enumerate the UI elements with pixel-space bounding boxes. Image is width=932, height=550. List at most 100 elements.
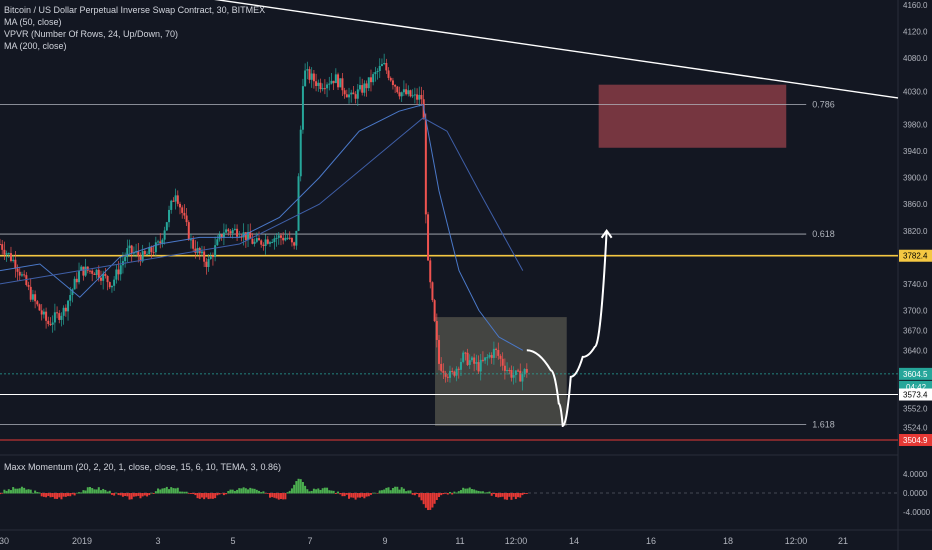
- candle-body: [218, 234, 221, 240]
- candle-body: [444, 372, 447, 377]
- candle-body: [488, 355, 491, 358]
- candle-body: [383, 62, 386, 65]
- value-zone-box[interactable]: [435, 317, 567, 426]
- price-axis-label: 3524.0: [903, 423, 928, 432]
- indicator-axis-label: -4.0000: [903, 508, 931, 517]
- momentum-bar: [45, 493, 48, 498]
- candle-body: [466, 352, 469, 365]
- momentum-bar: [271, 493, 274, 498]
- momentum-bar: [334, 493, 337, 494]
- candle-body: [385, 62, 388, 71]
- price-axis-label: 3640.0: [903, 346, 928, 355]
- momentum-bar: [194, 493, 197, 496]
- momentum-bar: [475, 490, 478, 494]
- momentum-bar: [82, 490, 85, 494]
- momentum-bar: [429, 493, 432, 510]
- candle-body: [200, 251, 203, 254]
- candle-body: [117, 269, 120, 275]
- candle-body: [288, 237, 291, 239]
- candle-body: [490, 355, 493, 358]
- candle-body: [181, 207, 184, 213]
- study-ma200[interactable]: MA (200, close): [4, 41, 67, 51]
- indicator-label[interactable]: Maxx Momentum (20, 2, 20, 1, close, clos…: [4, 462, 281, 472]
- momentum-bar: [31, 492, 34, 494]
- candle-body: [499, 355, 502, 359]
- candle-body: [330, 80, 333, 84]
- target-zone-box[interactable]: [598, 84, 787, 148]
- momentum-bar: [20, 486, 23, 494]
- momentum-bar: [225, 493, 228, 495]
- momentum-bar: [78, 492, 81, 494]
- momentum-bar: [352, 493, 355, 498]
- momentum-bar: [499, 493, 502, 498]
- candle-body: [64, 307, 67, 312]
- ma200-line[interactable]: [0, 117, 524, 285]
- candle-body: [69, 295, 72, 301]
- candle-body: [178, 203, 181, 208]
- candle-body: [339, 78, 342, 88]
- projection-path[interactable]: [526, 230, 608, 427]
- momentum-bar: [304, 485, 307, 494]
- momentum-bar: [14, 488, 17, 494]
- candle-body: [91, 270, 94, 274]
- price-axis-label: 4160.0: [903, 1, 928, 10]
- candle-body: [23, 274, 26, 276]
- study-ma50[interactable]: MA (50, close): [4, 17, 62, 27]
- candle-body: [93, 273, 96, 275]
- momentum-bar: [473, 489, 476, 494]
- price-tag-support: [899, 388, 932, 401]
- candle-body: [369, 77, 372, 83]
- momentum-bar: [363, 493, 366, 499]
- candle-body: [433, 300, 436, 322]
- candle-body: [126, 248, 129, 258]
- candle-body: [301, 86, 304, 130]
- candle-body: [514, 370, 517, 376]
- momentum-bar: [279, 493, 282, 500]
- time-axis-label: 21: [838, 536, 848, 546]
- momentum-bar: [479, 491, 482, 494]
- candle-body: [273, 238, 276, 243]
- momentum-bar: [148, 493, 151, 496]
- candle-body: [521, 374, 524, 382]
- momentum-bar: [99, 490, 102, 494]
- momentum-bar: [185, 491, 188, 494]
- momentum-bar: [484, 492, 487, 494]
- candle-body: [216, 239, 219, 246]
- momentum-bar: [159, 489, 162, 494]
- momentum-bar: [119, 493, 122, 496]
- momentum-bar: [433, 493, 436, 504]
- candle-body: [183, 212, 186, 216]
- momentum-bar: [91, 488, 94, 494]
- candle-body: [119, 265, 122, 275]
- candle-body: [229, 231, 232, 234]
- candle-body: [326, 84, 329, 89]
- candle-body: [308, 69, 311, 80]
- candle-body: [78, 270, 81, 283]
- time-axis-label: 3: [155, 536, 160, 546]
- momentum-bar: [187, 493, 190, 494]
- ma50-line[interactable]: [0, 103, 524, 351]
- candle-body: [517, 370, 520, 372]
- candle-body: [427, 214, 430, 261]
- price-tag-current: [899, 367, 932, 380]
- momentum-bar: [308, 491, 311, 494]
- candle-body: [29, 286, 32, 300]
- momentum-bar: [64, 493, 67, 497]
- candle-body: [462, 352, 465, 362]
- momentum-bar: [222, 493, 225, 496]
- momentum-bar: [106, 491, 109, 494]
- candle-body: [293, 242, 296, 246]
- momentum-bar: [391, 488, 394, 494]
- trendline[interactable]: [208, 0, 899, 99]
- momentum-bar: [323, 487, 326, 494]
- candle-body: [73, 278, 76, 290]
- candle-body: [271, 242, 274, 244]
- momentum-bar: [117, 493, 120, 496]
- momentum-bar: [481, 491, 484, 494]
- candle-body: [82, 266, 85, 276]
- candle-body: [9, 253, 12, 261]
- candle-body: [159, 241, 162, 244]
- study-vpvr[interactable]: VPVR (Number Of Rows, 24, Up/Down, 70): [4, 29, 179, 39]
- candle-body: [411, 95, 414, 97]
